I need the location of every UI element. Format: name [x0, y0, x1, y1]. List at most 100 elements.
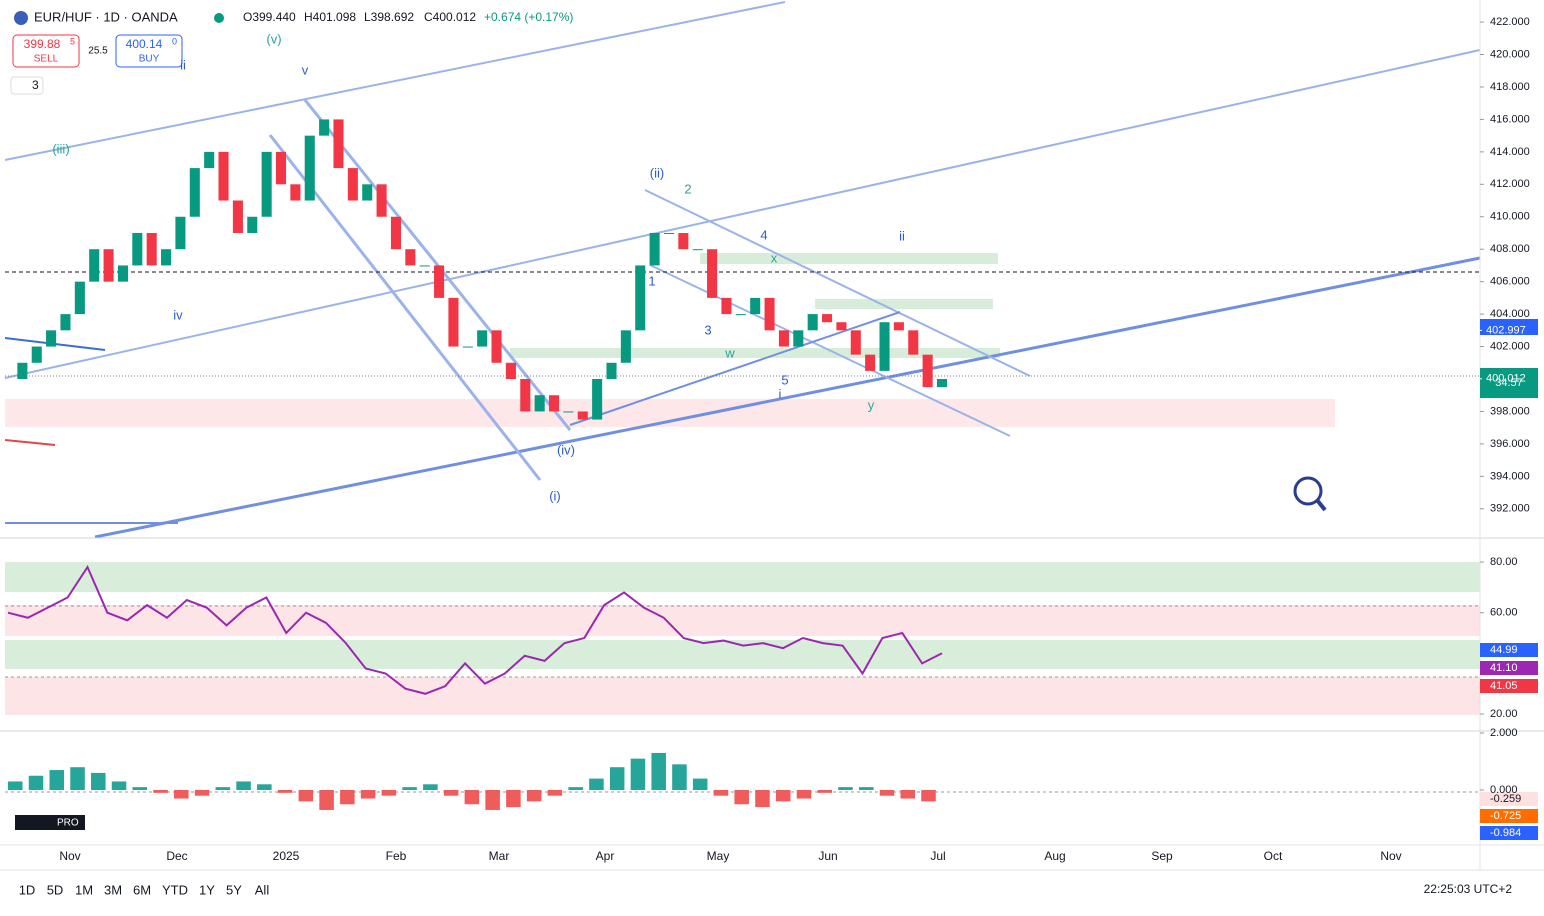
macd-bar — [651, 752, 666, 790]
candle — [577, 411, 588, 420]
macd-bar — [464, 789, 480, 805]
candle — [434, 265, 445, 298]
wave-label: x — [771, 250, 778, 265]
candle — [893, 322, 904, 331]
candle — [477, 330, 488, 347]
indicator-value: -0.725 — [1490, 810, 1521, 822]
y-tick-label: 80.00 — [1490, 556, 1518, 568]
macd-bar — [49, 770, 65, 790]
ohlc-low: L398.692 — [364, 10, 414, 24]
candle — [218, 151, 229, 201]
indicator-count[interactable]: 3 — [32, 78, 39, 92]
macd-bar — [858, 787, 874, 790]
y-tick-label: 404.000 — [1490, 308, 1530, 320]
candle — [146, 232, 157, 266]
candle — [908, 330, 919, 355]
x-tick-label: Jun — [818, 849, 837, 863]
candle — [850, 330, 861, 355]
macd-bar — [879, 789, 895, 796]
y-tick-label: 60.00 — [1490, 607, 1518, 619]
candle — [247, 216, 258, 233]
wave-label: 1 — [648, 273, 655, 288]
buy-price[interactable]: 400.14 — [126, 37, 163, 51]
macd-bar — [796, 789, 812, 799]
candle — [204, 151, 215, 169]
candle — [376, 184, 387, 217]
macd-bar — [402, 787, 417, 790]
y-tick-label: 418.000 — [1490, 81, 1530, 93]
candle — [606, 362, 617, 380]
candle — [649, 232, 660, 266]
range-button[interactable]: 1Y — [199, 882, 215, 897]
candle — [505, 362, 516, 380]
wave-label: 2 — [684, 181, 691, 196]
candle — [678, 232, 689, 250]
macd-bar — [485, 789, 500, 810]
macd-bar — [672, 764, 687, 790]
range-button[interactable]: 1M — [75, 882, 93, 897]
macd-bar — [194, 789, 210, 796]
candle — [620, 330, 631, 363]
macd-bar — [91, 772, 106, 790]
candle — [922, 354, 933, 388]
candle — [549, 395, 560, 412]
y-tick-label: 406.000 — [1490, 276, 1530, 288]
sell-sup: 5 — [70, 36, 75, 46]
candle — [347, 168, 358, 201]
candle — [491, 330, 502, 363]
macd-bar — [900, 789, 916, 799]
buy-button[interactable]: BUY — [139, 54, 160, 65]
macd-bar — [838, 787, 853, 790]
candle — [319, 119, 330, 136]
y-tick-label: 398.000 — [1490, 405, 1530, 417]
wave-label: y — [868, 397, 875, 412]
candle — [663, 232, 675, 234]
range-button[interactable]: 5Y — [226, 882, 242, 897]
ohlc-change: +0.674 (+0.17%) — [484, 10, 573, 24]
candle — [879, 322, 890, 371]
macd-bar — [174, 789, 189, 799]
candle — [764, 297, 775, 331]
candle — [448, 297, 459, 347]
macd-bar — [215, 787, 231, 790]
x-tick-label: Oct — [1264, 849, 1283, 863]
wave-label: ii — [899, 228, 905, 243]
range-button[interactable]: 3M — [104, 882, 122, 897]
range-button[interactable]: 5D — [47, 882, 64, 897]
x-tick-label: Feb — [386, 849, 407, 863]
sell-price[interactable]: 399.88 — [24, 37, 61, 51]
macd-bar — [70, 767, 85, 790]
y-tick-label: 412.000 — [1490, 178, 1530, 190]
macd-bar — [153, 789, 168, 793]
candle — [793, 330, 804, 347]
range-button[interactable]: 1D — [19, 882, 36, 897]
candle — [778, 330, 789, 347]
indicator-value: -0.984 — [1490, 827, 1521, 839]
range-button[interactable]: YTD — [162, 882, 188, 897]
candle — [275, 151, 287, 185]
x-tick-label: Nov — [1380, 849, 1401, 863]
candle — [735, 314, 746, 316]
sell-button[interactable]: SELL — [34, 54, 59, 65]
x-tick-label: Jul — [930, 849, 945, 863]
candle — [333, 119, 344, 169]
macd-bar — [340, 789, 355, 805]
candle — [635, 265, 646, 331]
spread: 25.5 — [88, 46, 108, 57]
wave-label: (i) — [549, 488, 561, 503]
macd-bar — [589, 778, 604, 790]
candle — [175, 216, 186, 250]
range-button[interactable]: 6M — [133, 882, 151, 897]
macd-bar — [360, 789, 376, 799]
wave-label: (iii) — [52, 141, 69, 156]
wave-label: (iv) — [557, 442, 575, 457]
range-button[interactable]: All — [255, 882, 270, 897]
macd-bar — [734, 789, 749, 805]
candle — [74, 281, 85, 315]
y-tick-label: 20.00 — [1490, 708, 1518, 720]
y-tick-label: 0.000 — [1490, 784, 1518, 796]
candle — [936, 379, 948, 388]
candle — [750, 297, 761, 315]
